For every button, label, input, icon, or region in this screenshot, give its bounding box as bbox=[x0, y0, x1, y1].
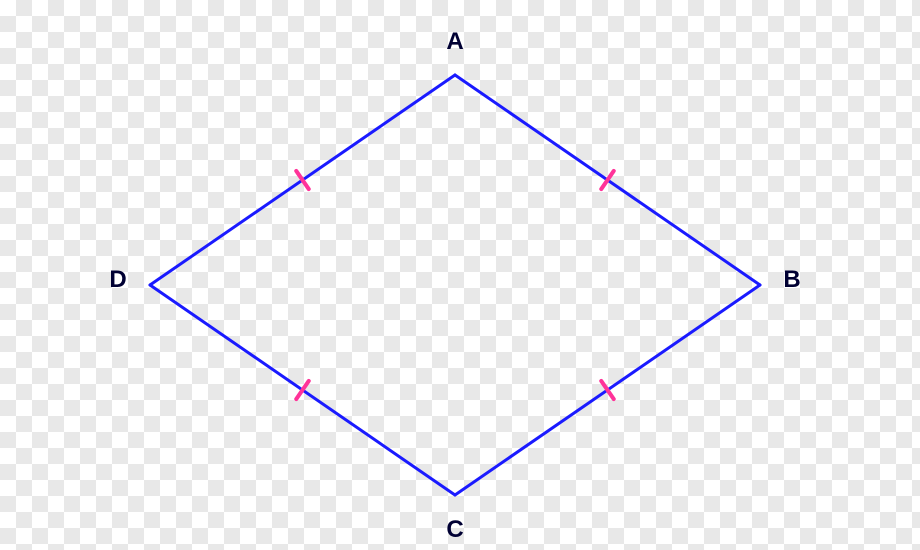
tick-bc bbox=[601, 381, 613, 399]
tick-marks bbox=[296, 171, 613, 399]
vertex-label-b: B bbox=[783, 266, 800, 294]
vertex-label-a: A bbox=[446, 28, 463, 56]
vertex-label-c: C bbox=[446, 516, 463, 544]
rhombus-diagram bbox=[0, 0, 920, 550]
vertex-label-d: D bbox=[109, 266, 126, 294]
tick-cd bbox=[296, 381, 308, 399]
tick-da bbox=[296, 171, 308, 189]
tick-ab bbox=[601, 171, 613, 189]
rhombus-edges bbox=[150, 75, 760, 495]
